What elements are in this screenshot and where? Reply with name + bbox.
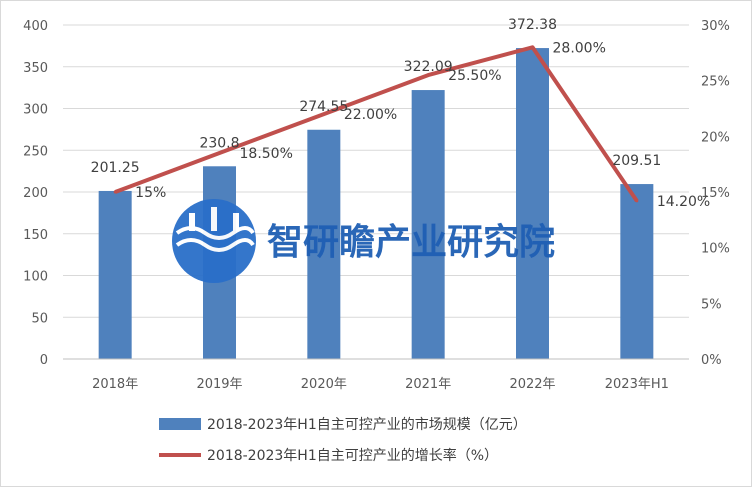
legend-label-bar: 2018-2023年H1自主可控产业的市场规模（亿元）: [207, 416, 527, 433]
grid-lines: [63, 24, 689, 360]
line-series: [113, 45, 639, 203]
line-data-labels: 15% 18.50% 22.00% 25.50% 28.00% 14.20%: [135, 40, 710, 210]
bar: [516, 48, 549, 360]
x-tick-label: 2020年: [301, 377, 347, 392]
legend-swatch-bar: [159, 418, 201, 430]
bar: [620, 184, 654, 359]
line-value-label: 14.20%: [657, 194, 710, 210]
legend-item-bar: 2018-2023年H1自主可控产业的市场规模（亿元）: [159, 416, 527, 433]
line-value-label: 28.00%: [553, 40, 606, 56]
right-tick-label: 5%: [701, 297, 722, 312]
line-point: [531, 45, 534, 49]
line-point: [218, 151, 221, 155]
left-tick-label: 200: [23, 186, 48, 201]
right-y-axis: 0% 5% 10% 15% 20% 25% 30%: [701, 19, 730, 368]
bar-value-label: 372.38: [508, 17, 557, 33]
right-tick-label: 20%: [701, 130, 730, 145]
left-tick-label: 150: [23, 228, 48, 243]
legend-item-line: 2018-2023年H1自主可控产业的增长率（%）: [159, 447, 498, 464]
bar-value-label: 209.51: [612, 153, 661, 169]
watermark-text: 智研瞻产业研究院: [267, 222, 555, 263]
x-axis: 2018年 2019年 2020年 2021年 2022年 2023年H1: [63, 358, 689, 392]
line-value-label: 22.00%: [344, 107, 397, 123]
line-value-label: 15%: [135, 185, 166, 201]
line-point: [635, 199, 639, 203]
left-tick-label: 0: [40, 353, 48, 368]
right-tick-label: 25%: [701, 75, 730, 90]
legend-label-line: 2018-2023年H1自主可控产业的增长率（%）: [207, 447, 498, 464]
right-tick-label: 30%: [701, 19, 730, 34]
line-point: [426, 73, 430, 77]
left-tick-label: 350: [23, 61, 48, 76]
bar: [411, 90, 445, 360]
line-point: [113, 190, 117, 194]
left-tick-label: 100: [23, 270, 48, 285]
left-tick-label: 400: [23, 19, 48, 34]
right-tick-label: 0%: [701, 353, 722, 368]
x-tick-label: 2022年: [509, 377, 555, 392]
x-tick-label: 2018年: [92, 377, 138, 392]
x-tick-label: 2023年H1: [605, 377, 669, 392]
bar-value-label: 230.8: [199, 135, 239, 151]
line-value-label: 18.50%: [240, 146, 293, 162]
left-tick-label: 250: [23, 144, 48, 159]
line-value-label: 25.50%: [448, 68, 501, 84]
left-y-axis: 0 50 100 150 200 250 300 350 400: [23, 19, 48, 368]
bar-value-label: 201.25: [91, 160, 140, 176]
legend: 2018-2023年H1自主可控产业的市场规模（亿元） 2018-2023年H1…: [159, 416, 527, 464]
growth-rate-line: [114, 45, 639, 203]
bar: [98, 190, 132, 359]
x-tick-label: 2021年: [405, 377, 451, 392]
x-tick-label: 2019年: [196, 377, 242, 392]
line-point: [322, 112, 326, 116]
bar: [307, 129, 341, 359]
right-tick-label: 15%: [701, 186, 730, 201]
left-tick-label: 50: [31, 311, 48, 326]
right-tick-label: 10%: [701, 242, 730, 257]
bar-value-label: 322.09: [404, 59, 453, 75]
bar-value-label: 274.55: [299, 99, 348, 115]
left-tick-label: 300: [23, 103, 48, 118]
watermark: 智研瞻产业研究院: [172, 199, 555, 283]
bar-data-labels: 201.25 230.8 274.55 322.09 372.38 209.51: [91, 17, 662, 176]
water-wave-logo-icon: [172, 199, 256, 283]
